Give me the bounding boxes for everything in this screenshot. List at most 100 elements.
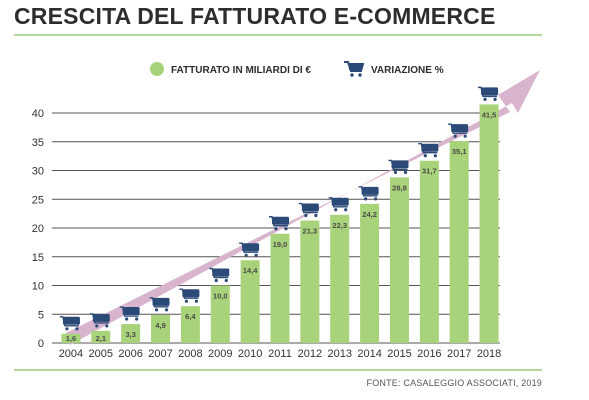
bar [210, 285, 230, 343]
cart-wheel [393, 170, 398, 174]
bar [330, 214, 350, 343]
legend-variation-label: VARIAZIONE % [371, 65, 444, 76]
cart-badge [182, 289, 200, 298]
cart-icon [119, 306, 140, 321]
top-rule [14, 34, 542, 36]
legend: FATTURATO IN MILIARDI DI € VARIAZIONE % [150, 61, 444, 77]
cart-badge [92, 313, 110, 322]
cart-wheel [125, 317, 129, 321]
bar [270, 233, 290, 343]
cart-wheel [334, 208, 338, 212]
bars: 1,6 2,1 3,3 4,9 6,4 10,0 14,4 19,0 21,3 22,3 24,2 2… [59, 86, 499, 343]
cart-wheel [453, 134, 457, 138]
cart-icon [179, 288, 200, 303]
cart-wheel [463, 134, 467, 138]
source-note: FONTE: CASALEGGIO ASSOCIATI, 2019 [366, 378, 542, 388]
x-tick-label: 2016 [417, 348, 441, 360]
x-tick-label: 2015 [387, 348, 411, 360]
cart-badge [272, 216, 289, 225]
cart-badge [62, 316, 80, 325]
cart-badge [212, 268, 230, 277]
cart-wheel [95, 324, 99, 328]
x-tick-label: 2010 [238, 348, 262, 360]
bar-value-label: 14,4 [243, 266, 258, 275]
bar [180, 306, 200, 343]
bar-value-label: 21,3 [303, 227, 318, 236]
cart-wheel [254, 253, 258, 257]
cart-icon [298, 202, 319, 218]
bar [300, 220, 320, 343]
cart-wheel [344, 208, 348, 212]
cart-badge [421, 143, 439, 152]
cart-icon [478, 86, 499, 101]
cart-icon [418, 143, 439, 158]
x-tick-label: 2014 [357, 348, 381, 360]
cart-icon [448, 123, 469, 138]
cart-badge [242, 243, 260, 252]
y-tick-label: 10 [32, 281, 44, 293]
chart-title: CRESCITA DEL FATTURATO E-COMMERCE [14, 3, 496, 29]
y-tick-label: 5 [38, 309, 44, 321]
cart-badge [361, 186, 379, 195]
y-axis-ticks: 0 5 10 15 20 25 30 35 40 [32, 108, 44, 350]
y-tick-label: 25 [32, 194, 44, 206]
cart-wheel [284, 227, 288, 231]
y-tick-label: 15 [32, 252, 44, 264]
bar-value-label: 19,0 [273, 240, 288, 249]
legend-bar-label: FATTURATO IN MILIARDI DI € [171, 65, 311, 76]
cart-wheel [65, 327, 69, 331]
cart-badge [481, 87, 499, 96]
cart-wheel [164, 308, 169, 312]
bar-value-label: 2,1 [96, 334, 106, 343]
chart: FATTURATO IN MILIARDI DI € VARIAZIONE % … [32, 61, 540, 360]
legend-bar-swatch [150, 62, 164, 76]
cart-wheel [194, 299, 198, 303]
bar-value-label: 24,2 [362, 210, 377, 219]
cart-wheel [433, 154, 437, 158]
x-tick-label: 2005 [89, 348, 113, 360]
bar [449, 141, 469, 343]
legend-cart-icon [344, 61, 365, 77]
cart-icon [89, 313, 110, 328]
cart-wheel [483, 97, 487, 101]
bar [91, 330, 111, 343]
bar-value-label: 28,8 [392, 183, 407, 192]
cart-icon [328, 197, 349, 212]
bar [419, 160, 439, 343]
cart-wheel [244, 253, 248, 257]
y-tick-label: 40 [32, 108, 44, 120]
cart-wheel [184, 299, 188, 303]
x-axis-ticks: 2004 2005 2006 2007 2008 2009 2010 2011 2012 2013… [59, 348, 502, 360]
cart-wheel [423, 154, 427, 158]
bar-value-label: 35,1 [452, 147, 467, 156]
bar-value-label: 6,4 [185, 312, 196, 321]
cart-wheel [214, 278, 218, 283]
cart-wheel [224, 278, 228, 283]
y-tick-label: 0 [38, 338, 44, 350]
cart-wheel [75, 327, 79, 331]
bar [61, 333, 81, 343]
cart-wheel [314, 213, 318, 218]
cart-wheel [304, 213, 308, 218]
trend-arrow [66, 70, 540, 345]
x-tick-label: 2011 [268, 348, 292, 360]
x-tick-label: 2013 [327, 348, 351, 360]
cart-icon [209, 267, 230, 283]
cart-icon [239, 242, 260, 257]
cart-wheel [105, 324, 109, 328]
cart-wheel [374, 197, 378, 201]
x-tick-label: 2004 [59, 348, 83, 360]
x-tick-label: 2008 [178, 348, 202, 360]
cart-badge [301, 203, 319, 212]
cart-badge [152, 297, 170, 306]
bar-value-label: 31,7 [422, 167, 437, 176]
x-tick-label: 2006 [118, 348, 142, 360]
cart-badge [331, 197, 349, 206]
cart-icon [149, 297, 170, 312]
bar-value-label: 3,3 [125, 330, 135, 339]
x-tick-label: 2018 [477, 348, 501, 360]
x-tick-label: 2009 [208, 348, 232, 360]
cart-wheel [154, 308, 159, 312]
y-tick-label: 30 [32, 166, 44, 178]
cart-wheel [493, 97, 497, 101]
